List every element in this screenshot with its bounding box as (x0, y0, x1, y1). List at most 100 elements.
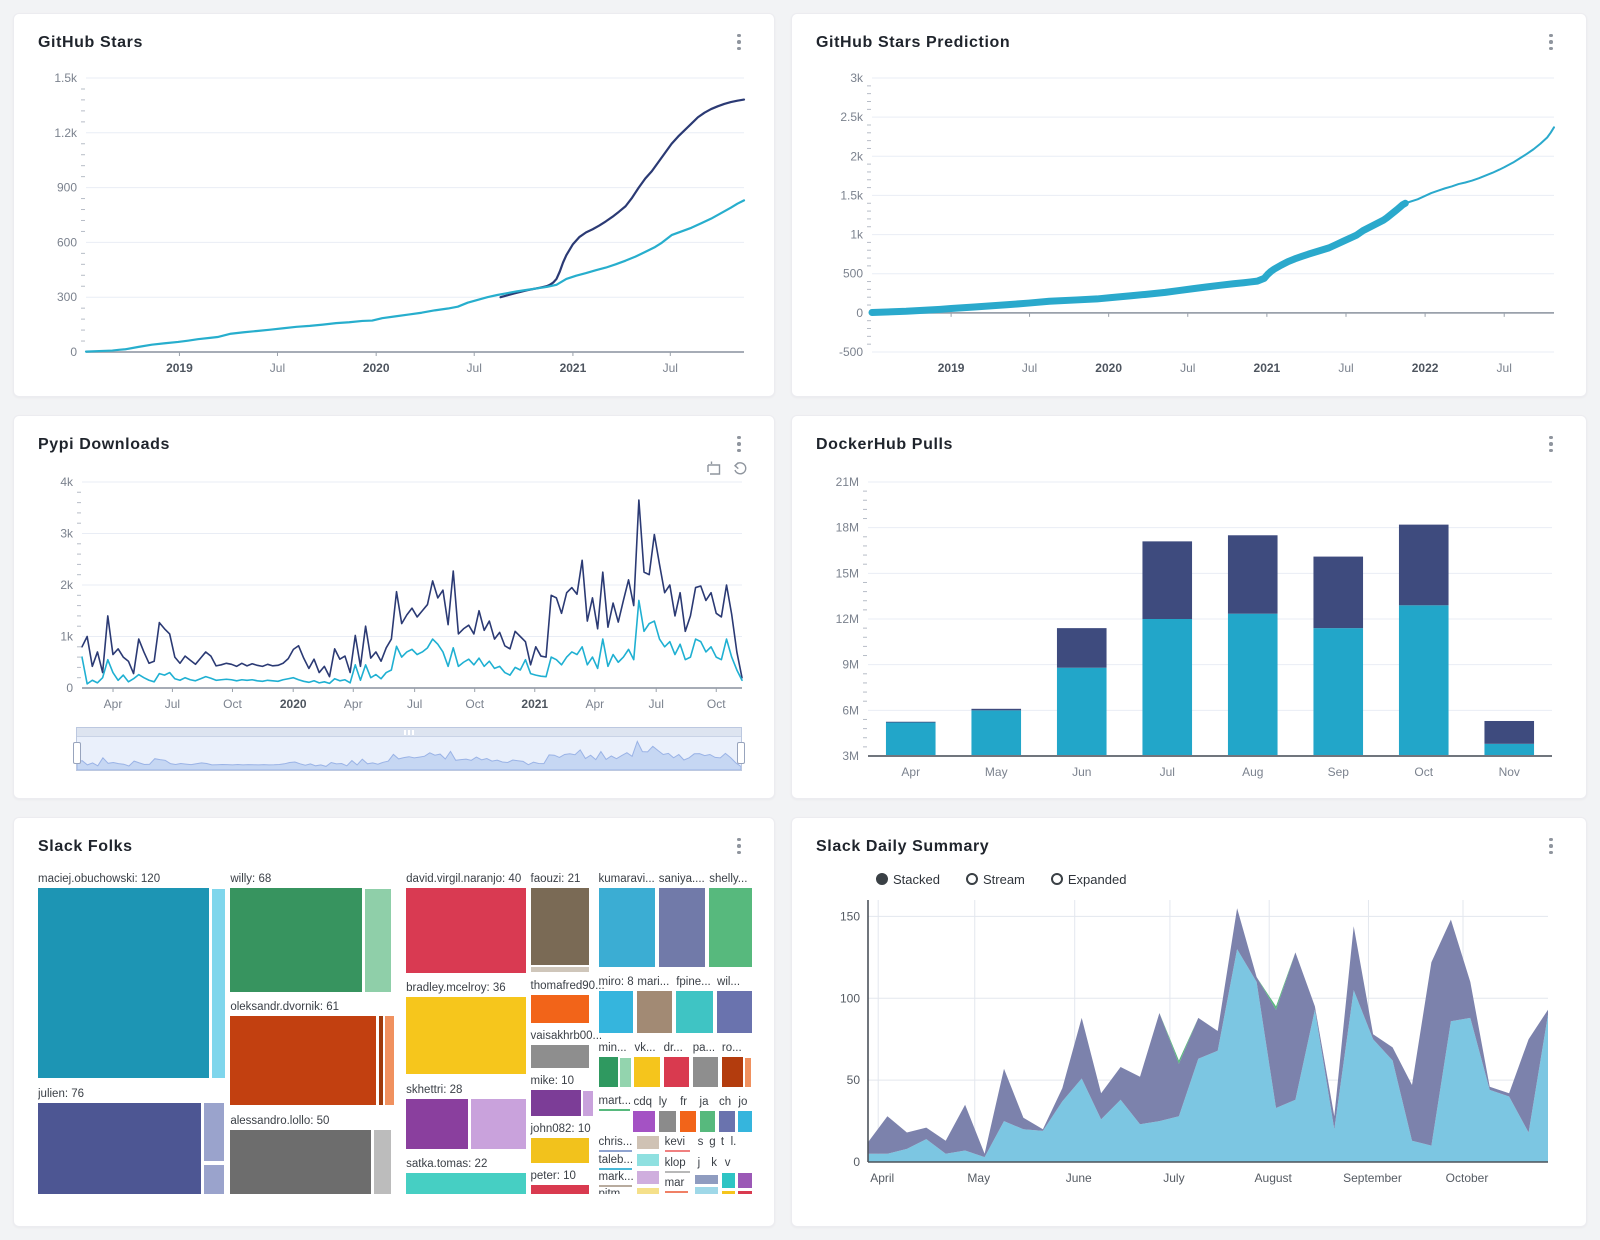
treemap-cell[interactable]: wil... (717, 975, 752, 1033)
treemap-cell[interactable]: miro: 8 (598, 975, 634, 1033)
treemap-cell[interactable]: faouzi: 21 (530, 872, 589, 965)
treemap-cell[interactable]: mark... (598, 1171, 634, 1188)
treemap-cell[interactable]: vaisakhrb00... (530, 1029, 602, 1069)
treemap-cell-block[interactable] (598, 888, 655, 967)
treemap-chip[interactable] (211, 888, 225, 1079)
treemap-cell[interactable]: pa... (692, 1041, 718, 1087)
treemap-cell-block[interactable] (699, 1110, 716, 1133)
treemap-cell-block[interactable] (38, 888, 209, 1079)
treemap-cell[interactable]: satka.tomas: 22 (406, 1157, 526, 1194)
slider-handle-left[interactable] (73, 742, 81, 764)
treemap-cell[interactable]: shelly... (709, 872, 752, 967)
treemap-chip[interactable] (374, 1130, 391, 1194)
treemap-cell-block[interactable] (406, 888, 526, 974)
treemap-cell[interactable]: kevi (664, 1136, 690, 1153)
treemap-cell-block[interactable] (717, 991, 752, 1033)
treemap-chip[interactable] (204, 1103, 224, 1161)
treemap-cell[interactable]: bradley.mcelroy: 36 (406, 981, 526, 1075)
treemap-chip[interactable] (694, 1186, 718, 1194)
treemap-chip[interactable] (721, 1173, 736, 1188)
treemap-cell[interactable]: klop (664, 1157, 690, 1173)
treemap-cell[interactable]: s (697, 1136, 704, 1149)
treemap-cell-block[interactable] (598, 1057, 618, 1087)
treemap-chip[interactable] (530, 966, 589, 973)
treemap-cell[interactable]: maciej.obuchowski: 120 (38, 872, 209, 1079)
treemap-cell-block[interactable] (530, 1185, 589, 1194)
kebab-menu-icon[interactable] (728, 834, 750, 858)
treemap-cell-block[interactable] (658, 1110, 677, 1133)
treemap-cell[interactable]: jo (738, 1095, 752, 1133)
treemap-cell[interactable]: oleksandr.dvornik: 61 (230, 1000, 377, 1106)
treemap-cell-block[interactable] (230, 888, 363, 992)
treemap-cell[interactable]: mari... (637, 975, 673, 1033)
treemap-chip[interactable] (637, 1136, 659, 1149)
treemap-cell[interactable]: dr... (663, 1041, 689, 1087)
kebab-menu-icon[interactable] (1540, 30, 1562, 54)
treemap-cell[interactable]: g (709, 1136, 716, 1149)
treemap-cell-block[interactable] (658, 888, 706, 967)
treemap-chip[interactable] (365, 888, 391, 992)
kebab-menu-icon[interactable] (1540, 432, 1562, 456)
datazoom-slider[interactable] (73, 727, 745, 771)
treemap-cell[interactable]: v (724, 1156, 731, 1169)
treemap-chip[interactable] (738, 1190, 752, 1194)
treemap-cell[interactable]: k (711, 1156, 717, 1169)
treemap-cell[interactable]: ch (718, 1095, 735, 1133)
kebab-menu-icon[interactable] (1540, 834, 1562, 858)
treemap-cell-block[interactable] (230, 1129, 372, 1194)
kebab-menu-icon[interactable] (728, 30, 750, 54)
treemap-cell[interactable]: min... (598, 1041, 627, 1087)
treemap-cell[interactable]: skhettri: 28 (406, 1083, 469, 1149)
treemap-cell[interactable]: taleb... (598, 1154, 633, 1170)
treemap-cell[interactable]: mart... (598, 1095, 631, 1111)
treemap-cell-block[interactable] (676, 991, 714, 1033)
treemap-cell-block[interactable] (530, 888, 589, 965)
treemap-cell[interactable]: saniya.... (658, 872, 706, 967)
treemap-cell-block[interactable] (598, 991, 634, 1033)
treemap-chip[interactable] (745, 1057, 752, 1087)
slider-track[interactable] (77, 728, 741, 737)
treemap-cell-block[interactable] (637, 991, 673, 1033)
treemap-chip[interactable] (738, 1173, 752, 1188)
data-zoom-icon[interactable] (706, 460, 722, 479)
legend-item-expanded[interactable]: Expanded (1050, 872, 1126, 887)
treemap-cell-block[interactable] (718, 1110, 735, 1133)
treemap-cell[interactable]: thomafred90... (530, 979, 605, 1023)
treemap-chip[interactable] (637, 1153, 659, 1167)
treemap-cell-block[interactable] (406, 997, 526, 1075)
treemap-cell[interactable]: mike: 10 (530, 1074, 581, 1116)
treemap-chip[interactable] (721, 1190, 736, 1194)
treemap-cell[interactable]: peter: 10 (530, 1169, 589, 1194)
treemap-cell-block[interactable] (663, 1057, 689, 1087)
treemap-cell-block[interactable] (530, 1044, 589, 1069)
treemap-cell[interactable]: david.virgil.naranjo: 40 (406, 872, 526, 974)
treemap-cell-block[interactable] (38, 1102, 202, 1194)
treemap-cell-block[interactable] (406, 1098, 469, 1149)
treemap-chip[interactable] (204, 1165, 224, 1194)
treemap-cell-block[interactable] (634, 1057, 660, 1087)
treemap-cell[interactable]: l. (730, 1136, 737, 1149)
treemap-cell[interactable]: ja (699, 1095, 716, 1133)
treemap-cell[interactable]: fpine... (676, 975, 714, 1033)
legend-item-stacked[interactable]: Stacked (876, 872, 940, 887)
treemap-cell[interactable]: ly (658, 1095, 677, 1133)
legend-item-stream[interactable]: Stream (965, 872, 1025, 887)
treemap-chip[interactable] (471, 1099, 526, 1149)
kebab-menu-icon[interactable] (728, 432, 750, 456)
treemap-cell[interactable]: mar (664, 1177, 688, 1194)
treemap-cell[interactable]: chris... (598, 1136, 632, 1153)
treemap-cell-block[interactable] (709, 888, 752, 967)
treemap-cell-block[interactable] (692, 1057, 718, 1087)
treemap-chip[interactable] (582, 1090, 593, 1116)
treemap-cell[interactable]: julien: 76 (38, 1087, 202, 1194)
treemap-cell[interactable]: alessandro.lollo: 50 (230, 1114, 372, 1194)
treemap-cell-block[interactable] (230, 1015, 377, 1106)
treemap-cell[interactable]: john082: 10 (530, 1122, 591, 1164)
treemap-cell[interactable]: ro... (721, 1041, 744, 1087)
treemap-cell[interactable]: j (697, 1156, 701, 1169)
treemap-cell[interactable]: t (720, 1136, 725, 1149)
treemap-chip[interactable] (619, 1057, 631, 1087)
treemap-cell-block[interactable] (633, 1110, 655, 1133)
slider-handle-right[interactable] (737, 742, 745, 764)
treemap-cell-block[interactable] (680, 1110, 696, 1133)
